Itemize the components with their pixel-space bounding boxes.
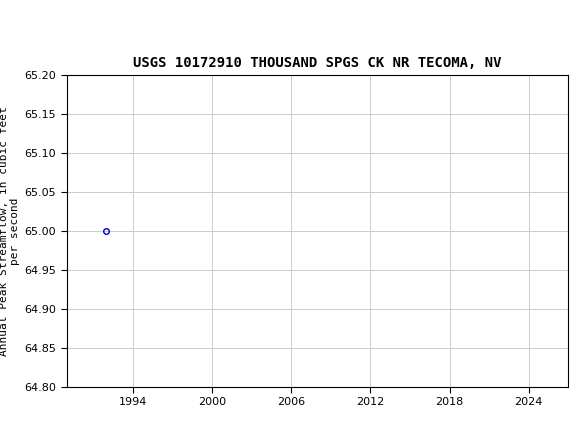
Y-axis label: Annual Peak Streamflow, in cubic feet
per second: Annual Peak Streamflow, in cubic feet pe… [0, 106, 20, 356]
Title: USGS 10172910 THOUSAND SPGS CK NR TECOMA, NV: USGS 10172910 THOUSAND SPGS CK NR TECOMA… [133, 55, 502, 70]
Text: ▒: ▒ [5, 3, 18, 29]
Text: USGS: USGS [24, 7, 79, 25]
